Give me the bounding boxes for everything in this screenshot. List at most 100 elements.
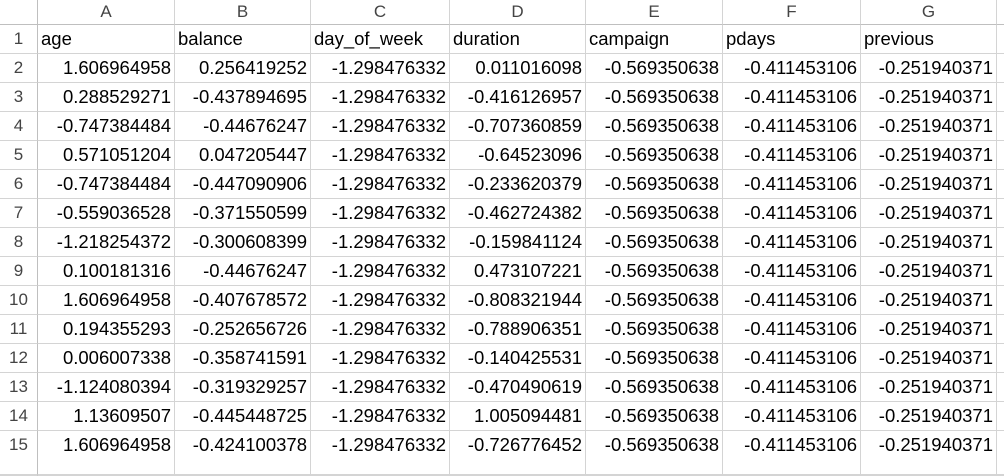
data-cell[interactable]: -1.298476332 — [311, 315, 450, 344]
data-cell[interactable]: -0.747384484 — [38, 170, 175, 199]
column-header-overflow[interactable] — [997, 0, 1004, 25]
data-cell[interactable]: -0.411453106 — [723, 373, 861, 402]
data-cell[interactable]: -1.124080394 — [38, 373, 175, 402]
data-cell[interactable]: -0.251940371 — [861, 315, 997, 344]
empty-cell[interactable] — [997, 286, 1004, 315]
row-header[interactable]: 7 — [0, 199, 38, 228]
data-cell[interactable]: -1.298476332 — [311, 286, 450, 315]
data-cell[interactable]: -1.218254372 — [38, 228, 175, 257]
data-cell[interactable]: -0.411453106 — [723, 141, 861, 170]
data-cell[interactable]: -0.319329257 — [175, 373, 311, 402]
data-cell[interactable]: -1.298476332 — [311, 54, 450, 83]
header-cell[interactable]: campaign — [586, 25, 723, 54]
empty-cell[interactable] — [997, 344, 1004, 373]
data-cell[interactable]: -0.251940371 — [861, 170, 997, 199]
data-cell[interactable]: -0.559036528 — [38, 199, 175, 228]
row-header[interactable]: 12 — [0, 344, 38, 373]
data-cell[interactable]: -0.569350638 — [586, 112, 723, 141]
empty-cell[interactable] — [997, 25, 1004, 54]
data-cell[interactable]: 0.006007338 — [38, 344, 175, 373]
data-cell[interactable]: -0.371550599 — [175, 199, 311, 228]
column-header-b[interactable]: B — [175, 0, 311, 25]
data-cell[interactable]: -0.251940371 — [861, 141, 997, 170]
data-cell[interactable]: -0.411453106 — [723, 257, 861, 286]
data-cell[interactable]: -0.569350638 — [586, 344, 723, 373]
data-cell[interactable]: -0.411453106 — [723, 431, 861, 475]
data-cell[interactable]: -0.569350638 — [586, 402, 723, 431]
data-cell[interactable]: -0.300608399 — [175, 228, 311, 257]
data-cell[interactable]: 0.256419252 — [175, 54, 311, 83]
data-cell[interactable]: -0.411453106 — [723, 344, 861, 373]
data-cell[interactable]: 1.606964958 — [38, 54, 175, 83]
empty-cell[interactable] — [997, 199, 1004, 228]
data-cell[interactable]: 0.011016098 — [450, 54, 586, 83]
data-cell[interactable]: -0.411453106 — [723, 199, 861, 228]
data-cell[interactable]: -0.470490619 — [450, 373, 586, 402]
empty-cell[interactable] — [997, 373, 1004, 402]
empty-cell[interactable] — [997, 83, 1004, 112]
row-header[interactable]: 2 — [0, 54, 38, 83]
data-cell[interactable]: -0.707360859 — [450, 112, 586, 141]
data-cell[interactable]: -0.159841124 — [450, 228, 586, 257]
data-cell[interactable]: 0.571051204 — [38, 141, 175, 170]
data-cell[interactable]: -1.298476332 — [311, 373, 450, 402]
data-cell[interactable]: -0.569350638 — [586, 83, 723, 112]
data-cell[interactable]: -0.424100378 — [175, 431, 311, 475]
data-cell[interactable]: -0.251940371 — [861, 344, 997, 373]
empty-cell[interactable] — [997, 315, 1004, 344]
empty-cell[interactable] — [997, 112, 1004, 141]
data-cell[interactable]: -0.252656726 — [175, 315, 311, 344]
data-cell[interactable]: -0.140425531 — [450, 344, 586, 373]
data-cell[interactable]: -0.569350638 — [586, 257, 723, 286]
header-cell[interactable]: day_of_week — [311, 25, 450, 54]
row-header[interactable]: 1 — [0, 25, 38, 54]
row-header[interactable]: 10 — [0, 286, 38, 315]
data-cell[interactable]: -0.64523096 — [450, 141, 586, 170]
header-cell[interactable]: age — [38, 25, 175, 54]
data-cell[interactable]: -0.251940371 — [861, 373, 997, 402]
empty-cell[interactable] — [997, 402, 1004, 431]
empty-cell[interactable] — [997, 54, 1004, 83]
data-cell[interactable]: -0.411453106 — [723, 83, 861, 112]
empty-cell[interactable] — [997, 170, 1004, 199]
empty-cell[interactable] — [997, 141, 1004, 170]
data-cell[interactable]: -0.569350638 — [586, 228, 723, 257]
data-cell[interactable]: -0.358741591 — [175, 344, 311, 373]
column-header-c[interactable]: C — [311, 0, 450, 25]
data-cell[interactable]: -0.251940371 — [861, 199, 997, 228]
data-cell[interactable]: -1.298476332 — [311, 112, 450, 141]
row-header[interactable]: 15 — [0, 431, 38, 475]
row-header[interactable]: 3 — [0, 83, 38, 112]
data-cell[interactable]: 1.13609507 — [38, 402, 175, 431]
select-all-corner[interactable] — [0, 0, 38, 25]
data-cell[interactable]: -0.569350638 — [586, 373, 723, 402]
data-cell[interactable]: -1.298476332 — [311, 83, 450, 112]
row-header[interactable]: 4 — [0, 112, 38, 141]
column-header-e[interactable]: E — [586, 0, 723, 25]
data-cell[interactable]: 0.288529271 — [38, 83, 175, 112]
data-cell[interactable]: 0.100181316 — [38, 257, 175, 286]
data-cell[interactable]: 1.606964958 — [38, 286, 175, 315]
data-cell[interactable]: -0.447090906 — [175, 170, 311, 199]
data-cell[interactable]: -0.44676247 — [175, 112, 311, 141]
data-cell[interactable]: -0.411453106 — [723, 315, 861, 344]
data-cell[interactable]: -0.747384484 — [38, 112, 175, 141]
data-cell[interactable]: -0.411453106 — [723, 54, 861, 83]
empty-cell[interactable] — [997, 228, 1004, 257]
header-cell[interactable]: balance — [175, 25, 311, 54]
data-cell[interactable]: -0.251940371 — [861, 257, 997, 286]
header-cell[interactable]: duration — [450, 25, 586, 54]
data-cell[interactable]: -0.437894695 — [175, 83, 311, 112]
data-cell[interactable]: -0.411453106 — [723, 286, 861, 315]
data-cell[interactable]: -0.233620379 — [450, 170, 586, 199]
data-cell[interactable]: -1.298476332 — [311, 431, 450, 475]
empty-cell[interactable] — [997, 257, 1004, 286]
data-cell[interactable]: -1.298476332 — [311, 344, 450, 373]
data-cell[interactable]: -0.569350638 — [586, 431, 723, 475]
column-header-a[interactable]: A — [38, 0, 175, 25]
data-cell[interactable]: -0.569350638 — [586, 170, 723, 199]
data-cell[interactable]: 0.473107221 — [450, 257, 586, 286]
data-cell[interactable]: -0.569350638 — [586, 315, 723, 344]
data-cell[interactable]: -0.569350638 — [586, 286, 723, 315]
data-cell[interactable]: -0.251940371 — [861, 228, 997, 257]
